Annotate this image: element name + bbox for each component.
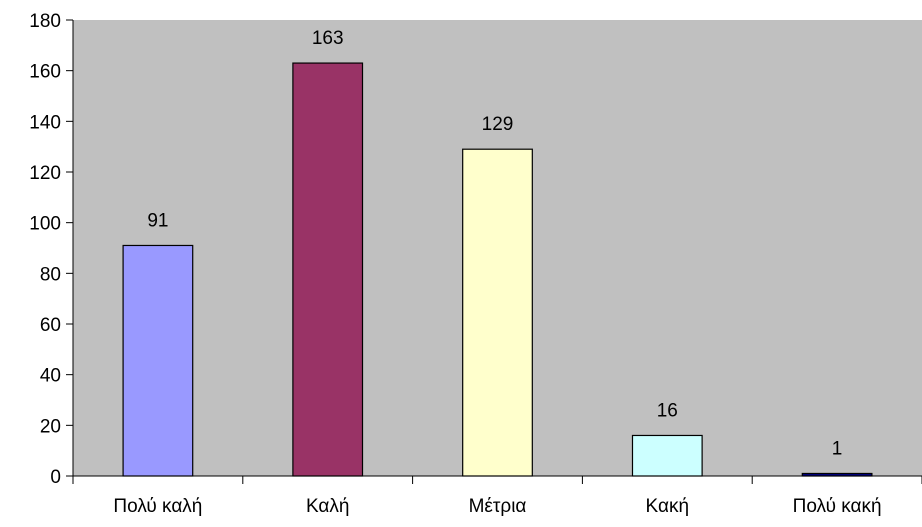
y-tick-label: 180: [29, 11, 61, 32]
x-axis: Πολύ καλή Καλή Μέτρια Κακή Πολύ κακή: [72, 475, 922, 517]
y-tick-label: 60: [40, 315, 61, 336]
bar: [462, 148, 533, 477]
x-category-label: Κακή: [646, 496, 690, 517]
y-tick-label: 40: [40, 366, 61, 387]
y-tick-label: 120: [29, 163, 61, 184]
y-tick-label: 0: [50, 467, 61, 488]
bar-value-label: 16: [657, 400, 678, 421]
y-tick-label: 20: [40, 416, 61, 437]
bar-series: [122, 62, 873, 477]
bar: [292, 62, 364, 477]
bar: [631, 434, 703, 477]
x-category-label: Πολύ καλή: [113, 496, 202, 517]
y-tick-label: 160: [29, 62, 61, 83]
x-category-label: Μέτρια: [469, 496, 527, 517]
y-tick-label: 100: [29, 214, 61, 235]
y-axis: 0 20 40 60 80 100 120 140 160 180: [29, 11, 74, 488]
x-category-label: Πολύ κακή: [793, 496, 882, 517]
y-tick-label: 140: [29, 112, 61, 133]
bar-value-label: 91: [147, 210, 168, 231]
bar: [801, 472, 873, 477]
bar-value-label: 163: [312, 28, 344, 49]
bar-value-label: 129: [482, 114, 514, 135]
x-category-label: Καλή: [306, 496, 350, 517]
bar: [122, 244, 194, 477]
bar-value-label: 1: [832, 438, 843, 459]
y-tick-label: 80: [40, 264, 61, 285]
data-labels: 91 163 129 16 1: [147, 28, 842, 459]
